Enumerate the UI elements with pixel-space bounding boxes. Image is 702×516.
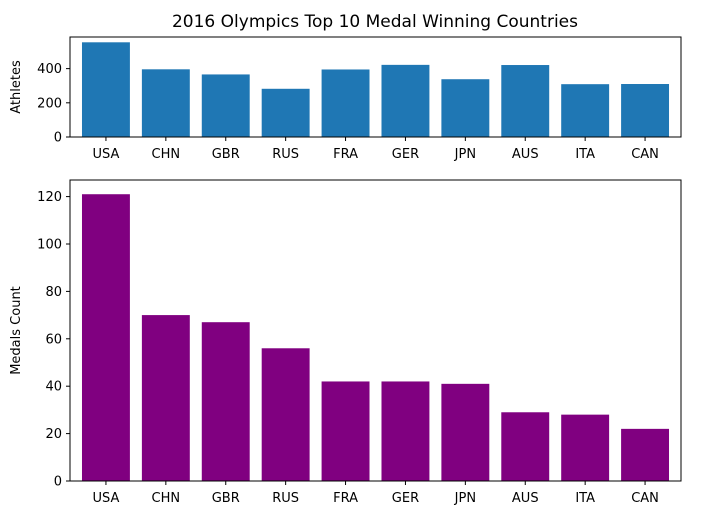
bar-ger	[381, 381, 430, 481]
bar-chn	[141, 315, 190, 481]
bar-can	[621, 428, 670, 481]
x-tick-label: CAN	[631, 147, 659, 162]
x-tick-label: CAN	[631, 491, 659, 506]
x-tick-label: ITA	[575, 491, 595, 506]
x-tick-label: JPN	[454, 147, 476, 162]
x-tick-label: AUS	[512, 491, 539, 506]
bar-rus	[261, 88, 310, 137]
y-tick-label: 0	[54, 131, 62, 146]
bar-can	[621, 84, 670, 137]
x-tick-label: CHN	[152, 491, 181, 506]
x-tick-label: RUS	[272, 491, 299, 506]
x-tick-label: GBR	[212, 491, 240, 506]
bar-rus	[261, 348, 310, 481]
bar-jpn	[441, 79, 490, 137]
y-tick-label: 200	[37, 96, 62, 111]
x-tick-label: USA	[92, 491, 119, 506]
y-tick-label: 60	[45, 332, 62, 347]
y-tick-label: 0	[54, 475, 62, 490]
y-axis-title: Athletes	[9, 60, 24, 114]
bar-gbr	[201, 74, 250, 137]
bar-usa	[81, 42, 130, 137]
y-tick-label: 400	[37, 62, 62, 77]
bar-gbr	[201, 322, 250, 481]
x-tick-label: ITA	[575, 147, 595, 162]
y-tick-label: 120	[37, 190, 62, 205]
bar-aus	[501, 65, 550, 137]
bar-chn	[141, 69, 190, 137]
y-tick-label: 100	[37, 237, 62, 252]
x-tick-label: CHN	[152, 147, 181, 162]
x-tick-label: GER	[392, 491, 419, 506]
bar-jpn	[441, 383, 490, 481]
x-tick-label: FRA	[333, 491, 358, 506]
x-tick-label: JPN	[454, 491, 476, 506]
bar-fra	[321, 69, 370, 137]
athletes-subplot: USA CHN GBR RUS FRA GER JPN AUS ITA CAN 0 200 400 Ath…	[9, 36, 682, 162]
bar-ger	[381, 64, 430, 137]
bar-fra	[321, 381, 370, 481]
x-tick-label: GBR	[212, 147, 240, 162]
bar-usa	[81, 194, 130, 481]
y-axis-title: Medals Count	[9, 286, 24, 375]
bar-ita	[561, 84, 610, 137]
plot-frame	[69, 179, 682, 482]
chart-title: 2016 Olympics Top 10 Medal Winning Count…	[172, 12, 578, 32]
x-tick-label: GER	[392, 147, 419, 162]
y-tick-label: 80	[45, 285, 62, 300]
x-tick-label: USA	[92, 147, 119, 162]
x-tick-label: AUS	[512, 147, 539, 162]
x-tick-label: RUS	[272, 147, 299, 162]
y-tick-label: 40	[45, 380, 62, 395]
plot-frame	[69, 36, 682, 138]
medals-subplot: USA CHN GBR RUS FRA GER JPN AUS ITA CAN 0 20 40 60 80 1…	[9, 179, 682, 506]
y-tick-label: 20	[45, 427, 62, 442]
bar-aus	[501, 412, 550, 481]
bar-ita	[561, 414, 610, 481]
x-tick-label: FRA	[333, 147, 358, 162]
